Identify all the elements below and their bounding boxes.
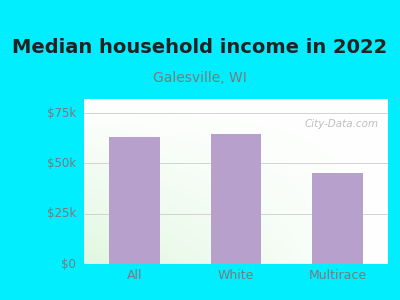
Text: Galesville, WI: Galesville, WI xyxy=(153,71,247,85)
Text: $50k: $50k xyxy=(47,157,76,170)
Text: $0: $0 xyxy=(61,257,76,271)
Bar xyxy=(211,134,261,264)
Text: City-Data.com: City-Data.com xyxy=(305,119,379,129)
Bar xyxy=(109,137,160,264)
Bar xyxy=(312,173,363,264)
Text: Median household income in 2022: Median household income in 2022 xyxy=(12,38,388,58)
Text: $25k: $25k xyxy=(47,207,76,220)
Text: $75k: $75k xyxy=(47,106,76,120)
